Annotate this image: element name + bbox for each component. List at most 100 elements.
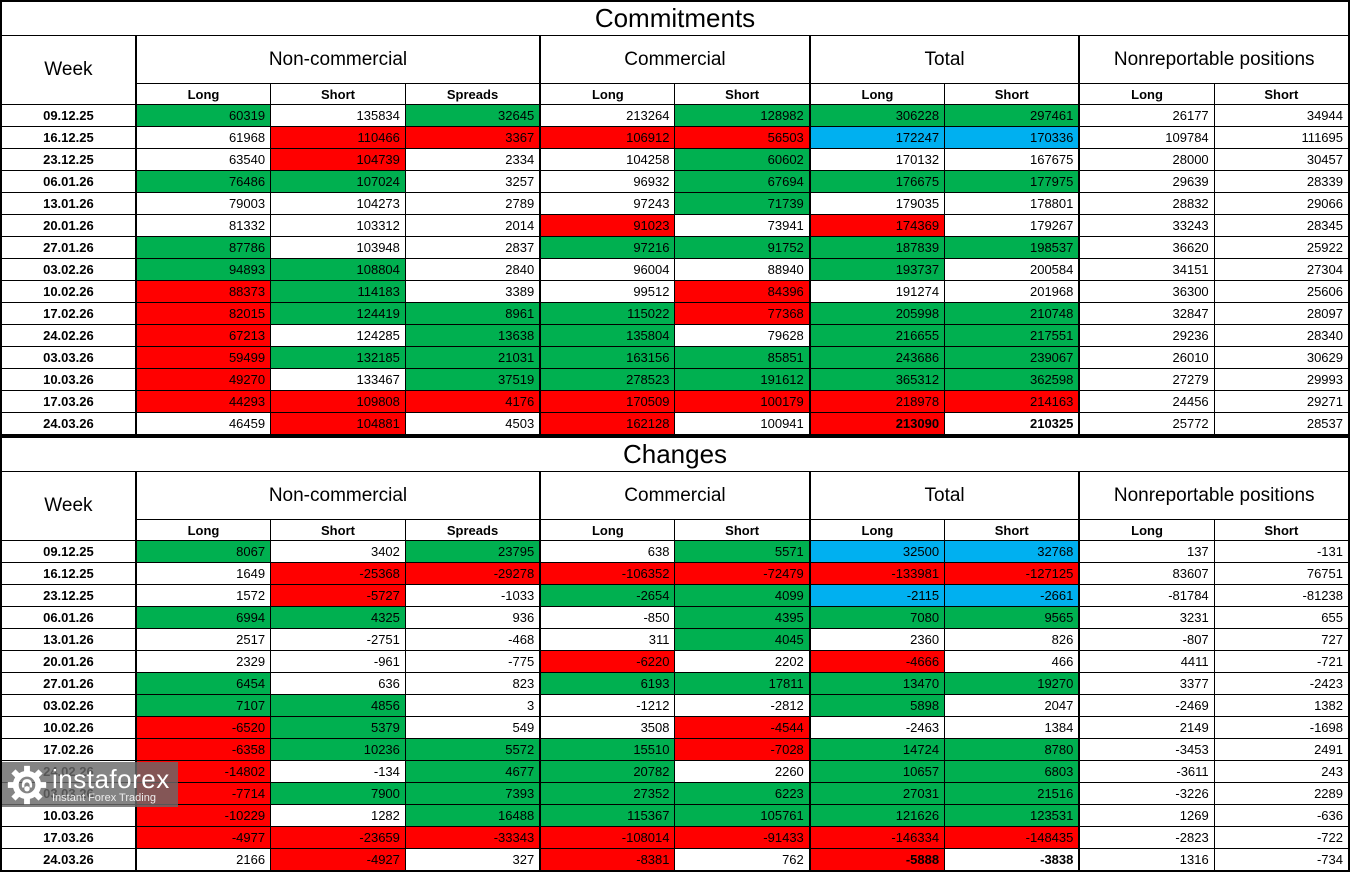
value-cell: 13638 (404, 324, 541, 347)
value-cell: 6223 (674, 782, 811, 805)
week-cell: 17.02.26 (0, 302, 137, 325)
value-cell: 25922 (1213, 236, 1350, 259)
value-cell: 76486 (134, 170, 272, 193)
value-cell: 124419 (270, 302, 406, 325)
value-cell: 96004 (539, 258, 676, 281)
week-cell: 17.02.26 (0, 738, 137, 761)
value-cell: 3389 (404, 280, 541, 303)
value-cell: 297461 (944, 104, 1080, 127)
week-cell: 23.12.25 (0, 584, 137, 607)
commitments-title-row: Commitments (0, 0, 1350, 36)
table-row: 06.01.26 76486 107024 3257 96932 67694 176675 1… (0, 170, 1350, 193)
table-row: 20.01.26 2329 -961 -775 -6220 2202 -4666 466 441… (0, 650, 1350, 673)
col-header-short: Short (674, 83, 811, 105)
week-column-header: Week (0, 35, 137, 105)
value-cell: 128982 (674, 104, 811, 127)
group-header-nonreportable: Nonreportable positions (1078, 35, 1350, 84)
week-cell: 06.01.26 (0, 170, 137, 193)
value-cell: 36300 (1078, 280, 1215, 303)
commitments-title: Commitments (0, 0, 1350, 36)
value-cell: -72479 (674, 562, 811, 585)
week-cell: 10.03.26 (0, 804, 137, 827)
value-cell: 114183 (270, 280, 406, 303)
value-cell: 213264 (539, 104, 676, 127)
value-cell: 5571 (674, 540, 811, 563)
value-cell: 85851 (674, 346, 811, 369)
value-cell: 84396 (674, 280, 811, 303)
week-cell: 03.03.26 (0, 346, 137, 369)
value-cell: 32645 (404, 104, 541, 127)
week-cell: 24.03.26 (0, 848, 137, 872)
value-cell: 13470 (808, 672, 946, 695)
value-cell: 15510 (539, 738, 676, 761)
value-cell: 28339 (1213, 170, 1350, 193)
value-cell: 1382 (1213, 694, 1350, 717)
col-header-short: Short (1213, 83, 1350, 105)
changes-table: Changes Week Non-commercial Commercial T… (0, 436, 1350, 872)
week-cell: 17.03.26 (0, 826, 137, 849)
value-cell: -722 (1213, 826, 1350, 849)
value-cell: 6193 (539, 672, 676, 695)
value-cell: 239067 (944, 346, 1080, 369)
changes-title-row: Changes (0, 436, 1350, 472)
value-cell: -2463 (808, 716, 946, 739)
value-cell: 213090 (808, 412, 946, 436)
value-cell: 28340 (1213, 324, 1350, 347)
value-cell: -4977 (134, 826, 272, 849)
value-cell: 187839 (808, 236, 946, 259)
changes-group-header-row: Week Non-commercial Commercial Total Non… (0, 471, 1350, 541)
value-cell: 83607 (1078, 562, 1215, 585)
value-cell: 2047 (944, 694, 1080, 717)
value-cell: 2014 (404, 214, 541, 237)
value-cell: 135804 (539, 324, 676, 347)
instaforex-tagline: Instant Forex Trading (52, 791, 156, 804)
value-cell: 1649 (134, 562, 272, 585)
value-cell: 21031 (404, 346, 541, 369)
table-row: 13.01.26 79003 104273 2789 97243 71739 179035 1… (0, 192, 1350, 215)
value-cell: 198537 (944, 236, 1080, 259)
value-cell: 1384 (944, 716, 1080, 739)
col-header-long: Long (134, 519, 272, 541)
col-header-long: Long (808, 83, 946, 105)
value-cell: 115367 (539, 804, 676, 827)
value-cell: -81784 (1078, 584, 1215, 607)
table-row: 03.03.26-7714790073932735262232703121516… (0, 782, 1350, 805)
value-cell: 178801 (944, 192, 1080, 215)
week-cell: 24.03.26 (0, 412, 137, 436)
value-cell: 109784 (1078, 126, 1215, 149)
col-header-spreads: Spreads (404, 519, 541, 541)
table-row: 27.01.26 6454 636 823 6193 17811 13470 19270 337… (0, 672, 1350, 695)
value-cell: 1282 (270, 804, 406, 827)
table-row: 13.01.26 2517 -2751 -468 311 4045 2360 826 -807 7… (0, 628, 1350, 651)
table-row: 17.03.26 -4977 -23659 -33343 -108014 -91433 -1… (0, 826, 1350, 849)
value-cell: 200584 (944, 258, 1080, 281)
value-cell: 4503 (404, 412, 541, 436)
value-cell: 91023 (539, 214, 676, 237)
value-cell: 133467 (270, 368, 406, 391)
value-cell: 60602 (674, 148, 811, 171)
value-cell: 1316 (1078, 848, 1215, 872)
value-cell: 135834 (270, 104, 406, 127)
week-cell: 06.01.26 (0, 606, 137, 629)
value-cell: 23795 (404, 540, 541, 563)
value-cell: 25772 (1078, 412, 1215, 436)
week-cell: 16.12.25 (0, 126, 137, 149)
instaforex-watermark-text: instaforex Instant Forex Trading (52, 766, 170, 804)
value-cell: -106352 (539, 562, 676, 585)
value-cell: 21516 (944, 782, 1080, 805)
table-row: 23.12.25 1572 -5727 -1033 -2654 4099 -2115 -266… (0, 584, 1350, 607)
value-cell: 179267 (944, 214, 1080, 237)
value-cell: 103312 (270, 214, 406, 237)
value-cell: 27031 (808, 782, 946, 805)
value-cell: -468 (404, 628, 541, 651)
group-header-commercial: Commercial (539, 35, 811, 84)
value-cell: -3611 (1078, 760, 1215, 783)
value-cell: 936 (404, 606, 541, 629)
value-cell: 4395 (674, 606, 811, 629)
value-cell: 28097 (1213, 302, 1350, 325)
value-cell: 218978 (808, 390, 946, 413)
value-cell: 655 (1213, 606, 1350, 629)
value-cell: 24456 (1078, 390, 1215, 413)
value-cell: 14724 (808, 738, 946, 761)
value-cell: -81238 (1213, 584, 1350, 607)
